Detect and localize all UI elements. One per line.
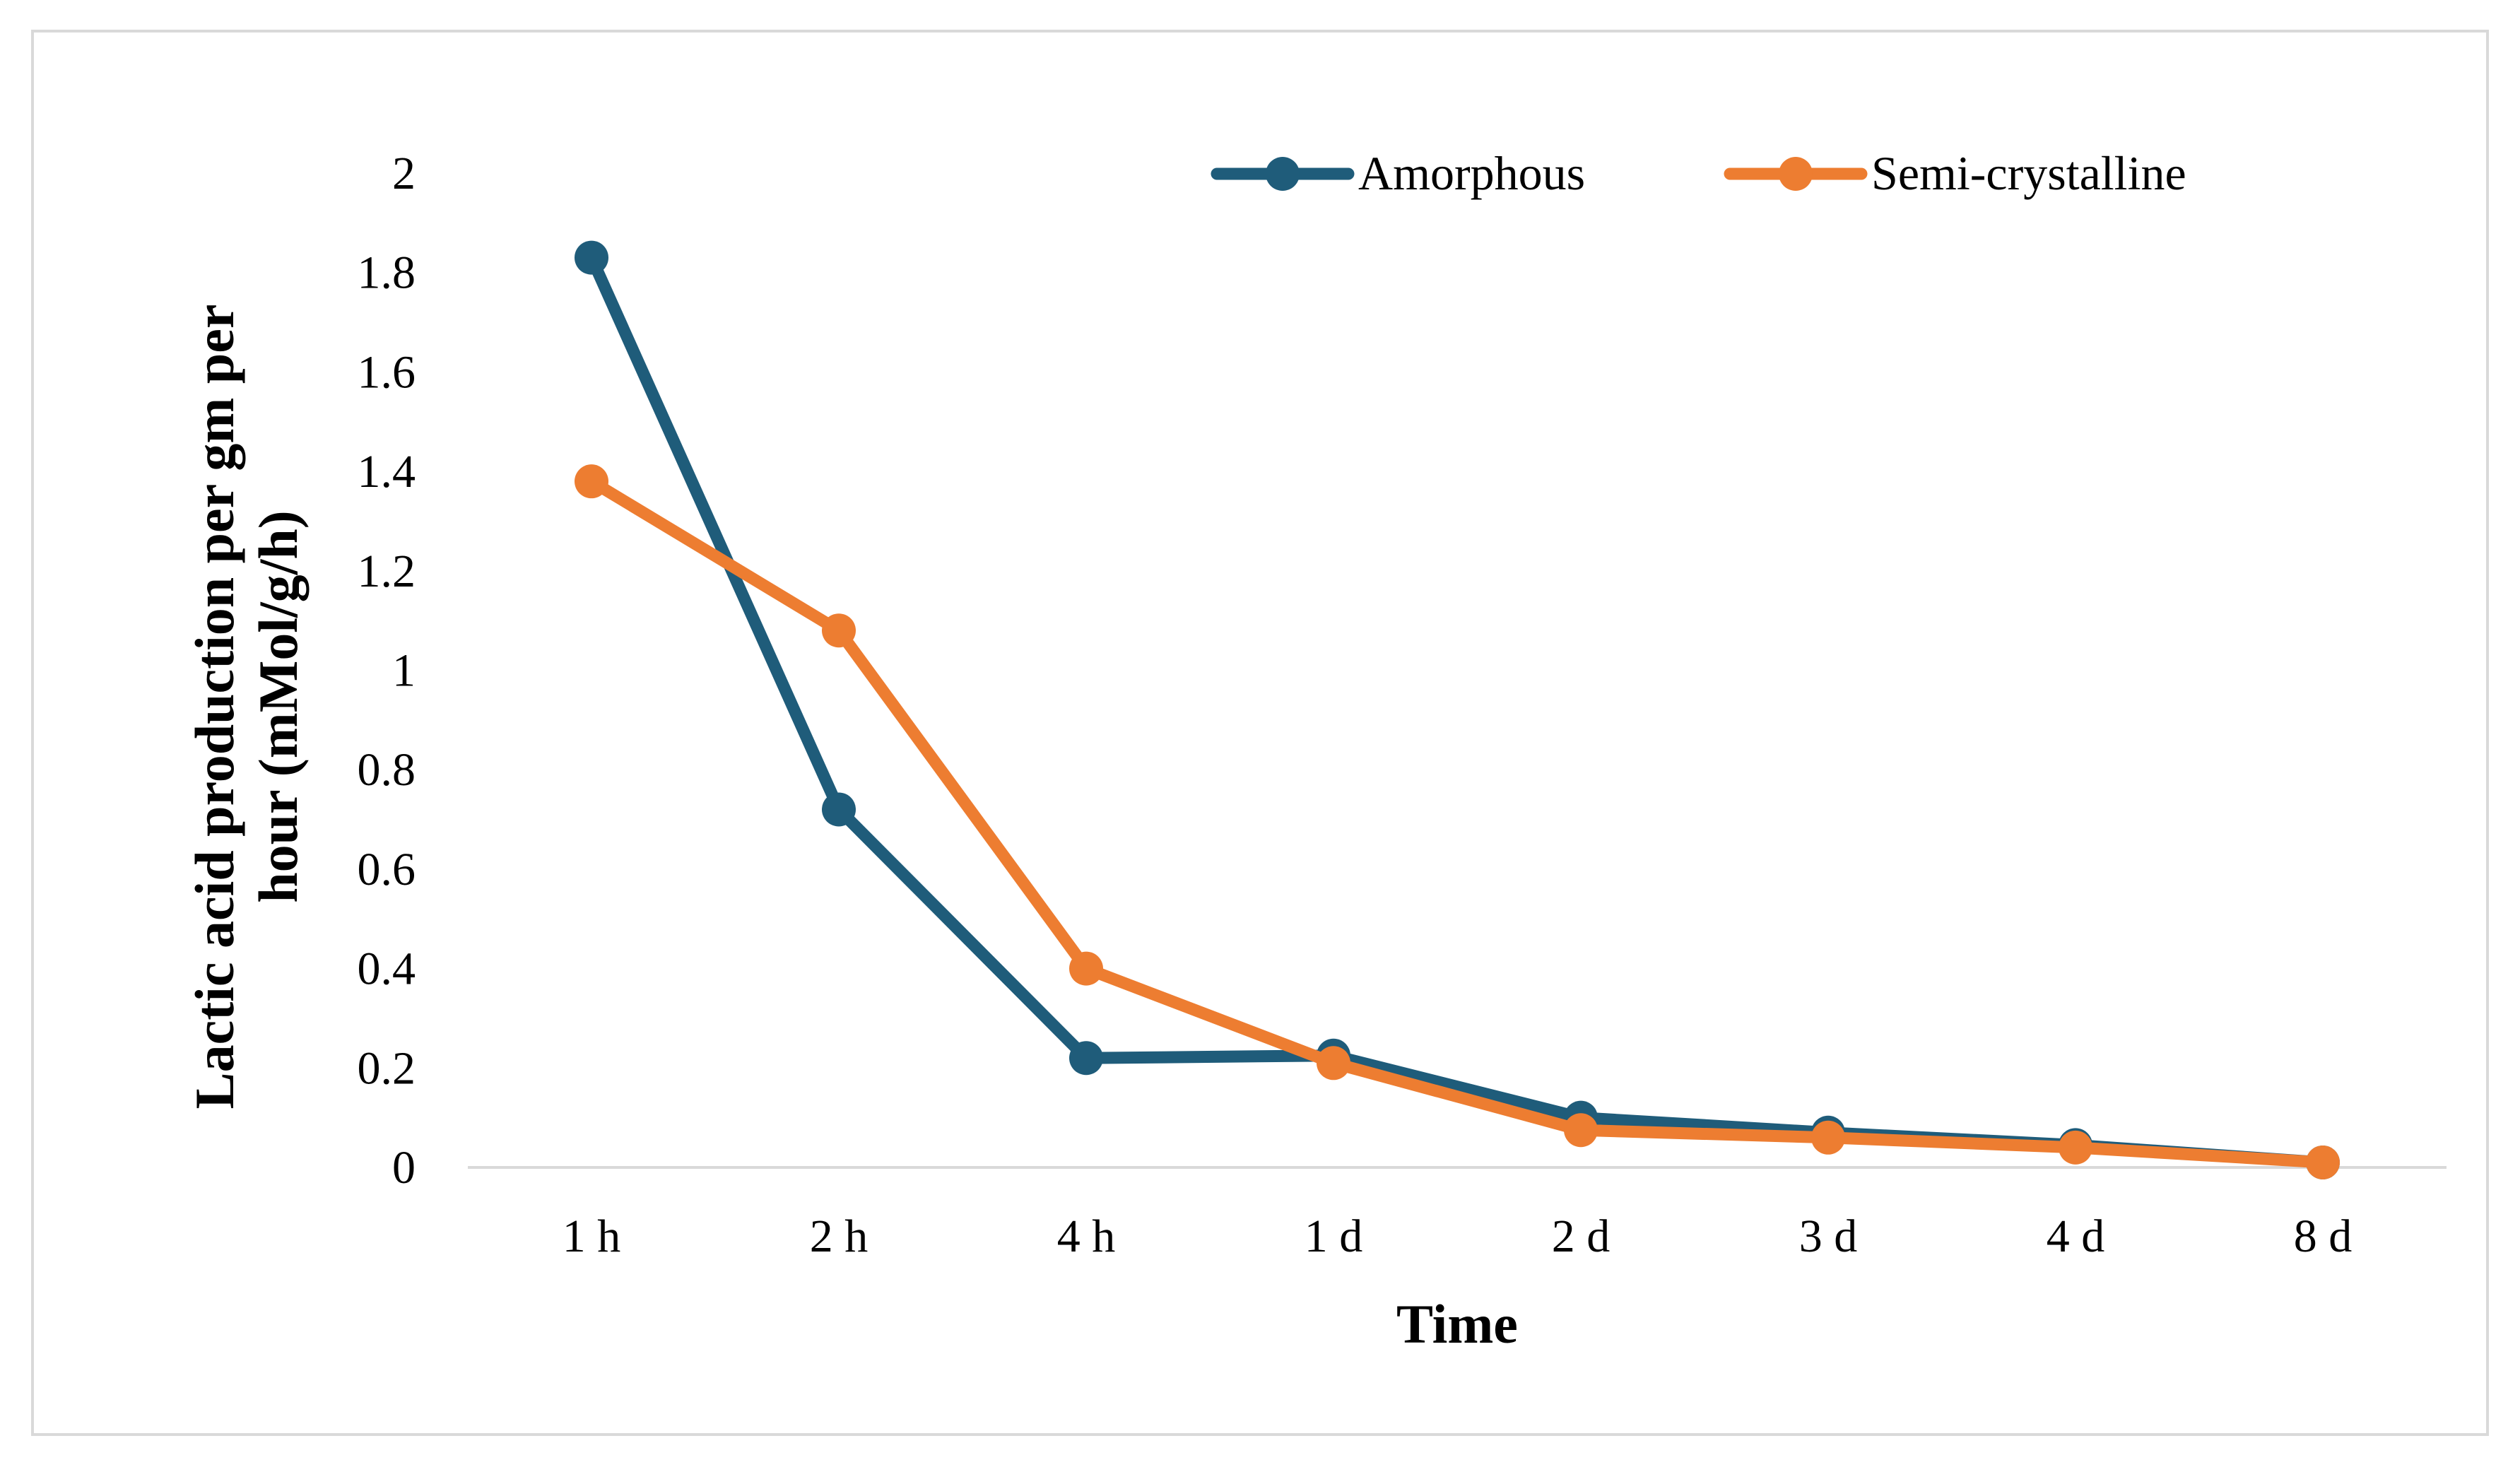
data-point bbox=[1069, 951, 1103, 986]
x-tick-label: 1 h bbox=[563, 1211, 621, 1262]
y-tick-label: 1 bbox=[392, 645, 416, 697]
x-axis-ticks: 1 h 2 h 4 h 1 d 2 d 3 d 4 d 8 d bbox=[563, 1211, 2353, 1262]
y-axis-ticks: 0 0.2 0.4 0.6 0.8 1 1.2 1.4 1.6 1.8 2 bbox=[358, 148, 416, 1194]
legend-label: Semi-crystalline bbox=[1871, 146, 2186, 200]
legend-swatch-marker bbox=[1266, 157, 1300, 191]
data-point bbox=[2059, 1130, 2092, 1165]
data-point bbox=[2306, 1145, 2340, 1179]
series-semi-crystalline bbox=[575, 464, 2340, 1179]
data-point bbox=[1811, 1120, 1845, 1155]
series-layer bbox=[575, 240, 2340, 1179]
data-point bbox=[1564, 1113, 1598, 1148]
y-tick-label: 1.2 bbox=[358, 546, 416, 597]
y-tick-label: 0.8 bbox=[358, 744, 416, 796]
data-point bbox=[1069, 1041, 1103, 1076]
data-point bbox=[822, 613, 856, 648]
legend-label: Amorphous bbox=[1358, 146, 1585, 200]
y-tick-label: 0.4 bbox=[358, 943, 416, 995]
y-tick-label: 1.6 bbox=[358, 346, 416, 398]
y-axis-title-line-1: Lactic acid production per gm per bbox=[184, 305, 245, 1109]
legend-item: Semi-crystalline bbox=[1724, 146, 2186, 200]
data-point bbox=[1317, 1046, 1350, 1081]
x-axis-title: Time bbox=[1396, 1293, 1518, 1355]
y-axis-title: Lactic acid production per gm per hour (… bbox=[184, 305, 309, 1109]
data-point bbox=[575, 464, 608, 499]
y-tick-label: 2 bbox=[392, 148, 416, 199]
x-tick-label: 2 d bbox=[1552, 1211, 1611, 1262]
data-point bbox=[822, 792, 856, 827]
y-tick-label: 0 bbox=[392, 1142, 416, 1194]
y-tick-label: 1.4 bbox=[358, 446, 416, 497]
legend-item: Amorphous bbox=[1211, 146, 1585, 200]
chart-legend: Amorphous Semi-crystalline bbox=[1211, 146, 2186, 200]
x-tick-label: 3 d bbox=[1799, 1211, 1858, 1262]
y-tick-label: 0.6 bbox=[358, 844, 416, 895]
x-tick-label: 4 h bbox=[1057, 1211, 1116, 1262]
series-line bbox=[585, 475, 2329, 1169]
y-tick-label: 0.2 bbox=[358, 1042, 416, 1094]
data-point bbox=[575, 240, 608, 275]
y-axis-title-line-2: hour (mMol/g/h) bbox=[247, 510, 309, 902]
x-tick-label: 4 d bbox=[2047, 1211, 2105, 1262]
chart-border bbox=[31, 30, 2489, 1436]
x-tick-label: 8 d bbox=[2294, 1211, 2353, 1262]
legend-swatch-marker bbox=[1779, 157, 1813, 191]
y-tick-label: 1.8 bbox=[358, 247, 416, 299]
x-tick-label: 2 h bbox=[810, 1211, 869, 1262]
x-tick-label: 1 d bbox=[1305, 1211, 1363, 1262]
